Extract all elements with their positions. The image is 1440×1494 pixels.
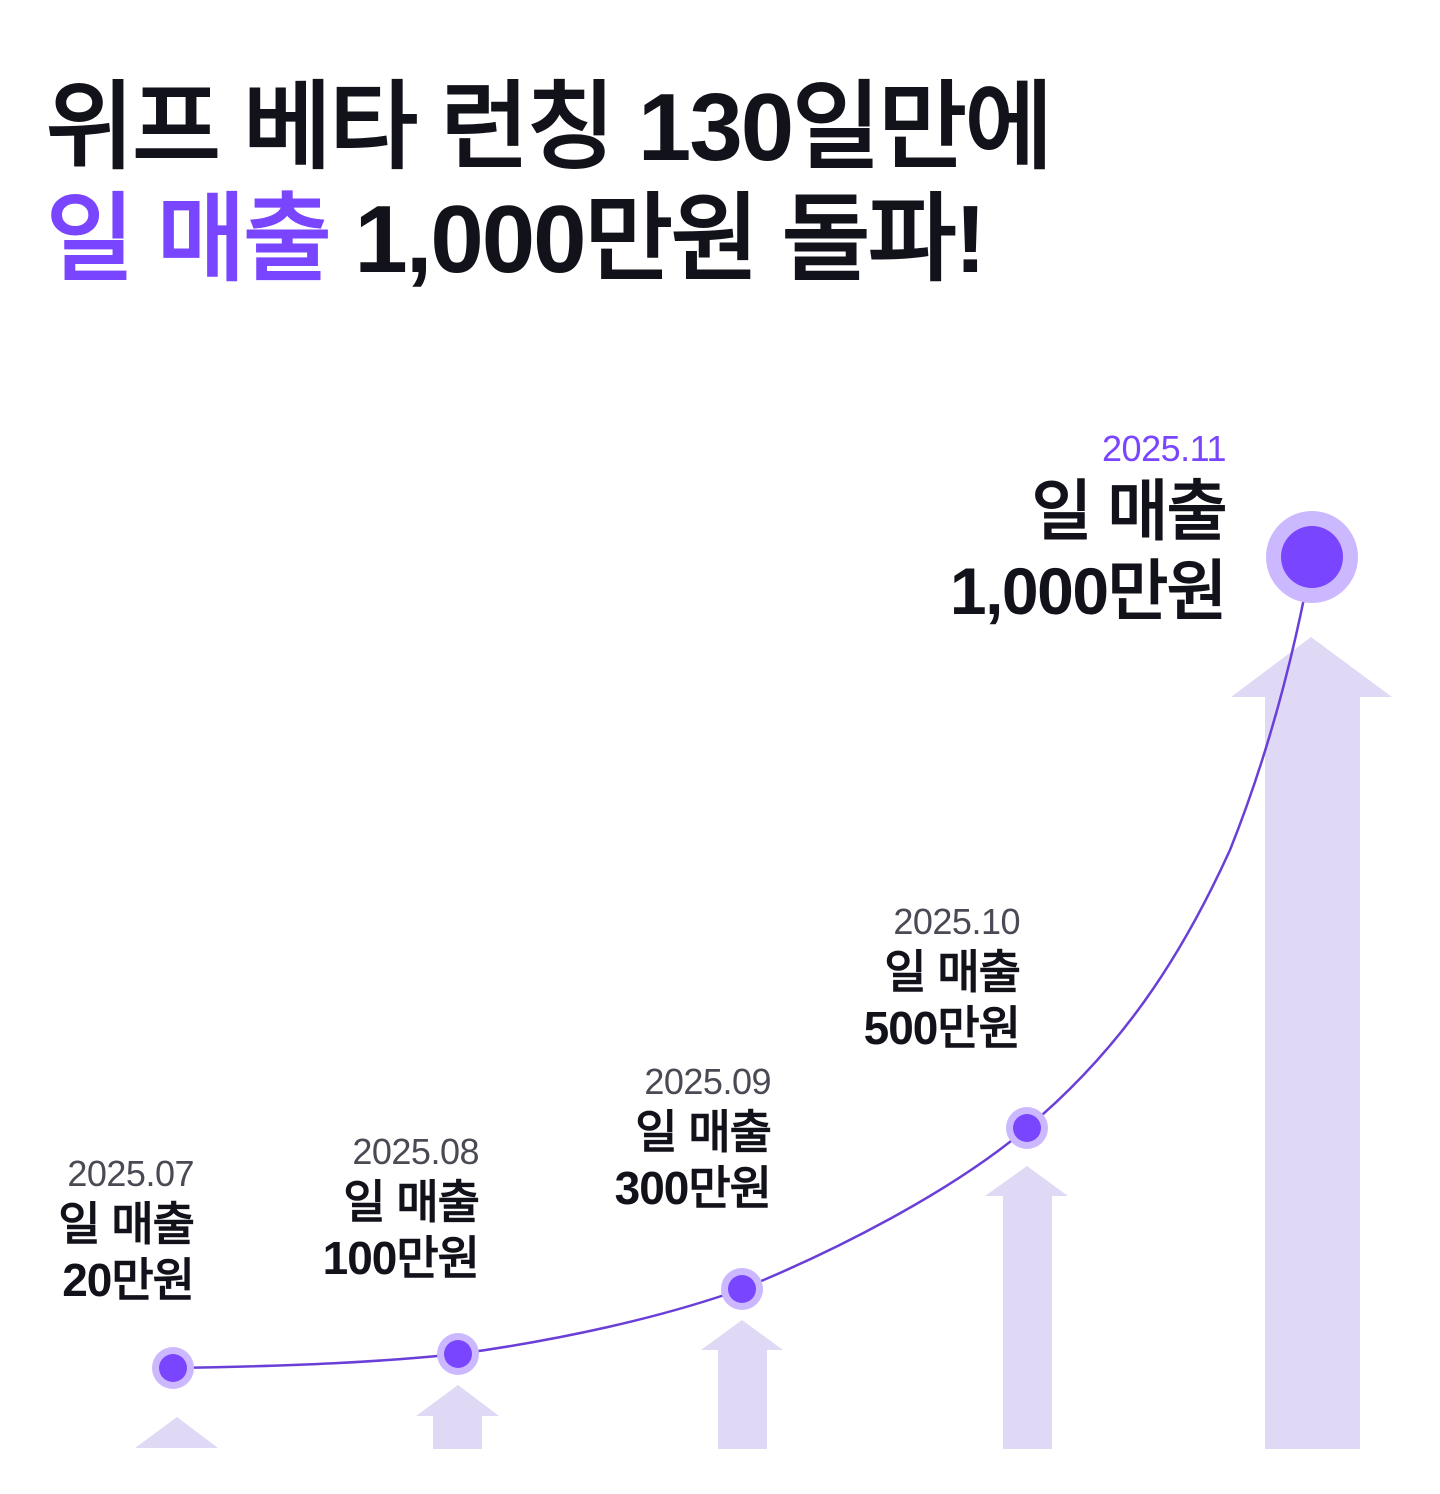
milestone-metric: 일 매출 [343,1176,480,1228]
data-point-highlight [1266,511,1358,603]
milestone-value: 500만원 [863,1002,1021,1054]
data-point [1006,1107,1048,1149]
milestone-date: 2025.10 [893,901,1020,942]
milestone-metric: 일 매출 [884,946,1021,998]
arrow-up-icon [135,1417,218,1448]
data-point [152,1347,194,1389]
page-title: 위프 베타 런칭 130일만에 일 매출 1,000만원 돌파! [46,72,1053,296]
data-point [437,1333,479,1375]
milestone-value: 20만원 [62,1254,195,1306]
arrow-up-icon [416,1385,499,1449]
milestone-date: 2025.07 [67,1153,194,1194]
milestone-value: 100만원 [322,1232,480,1284]
milestone-metric: 일 매출 [58,1198,195,1250]
milestone-label: 2025.07 일 매출 20만원 [58,1152,195,1308]
milestone-metric: 일 매출 [635,1106,772,1158]
arrow-up-icon [985,1166,1068,1449]
data-point [721,1268,763,1310]
milestone-date: 2025.08 [352,1131,479,1172]
milestone-label: 2025.09 일 매출 300만원 [614,1060,772,1216]
milestone-date: 2025.11 [1102,428,1226,469]
milestone-value: 1,000만원 [949,554,1228,628]
arrow-up-icon [701,1320,783,1449]
title-line-2: 1,000만원 돌파! [329,186,986,293]
milestone-metric: 일 매출 [1031,474,1228,548]
milestone-value: 300만원 [614,1162,772,1214]
milestone-label: 2025.08 일 매출 100만원 [322,1130,480,1286]
milestone-date: 2025.09 [644,1061,771,1102]
milestone-label-highlight: 2025.11 일 매출 1,000만원 [949,427,1228,631]
arrow-up-icon [1231,637,1392,1449]
title-accent: 일 매출 [46,186,332,293]
milestone-label: 2025.10 일 매출 500만원 [863,900,1021,1056]
title-line-1: 위프 베타 런칭 130일만에 [46,74,1053,181]
